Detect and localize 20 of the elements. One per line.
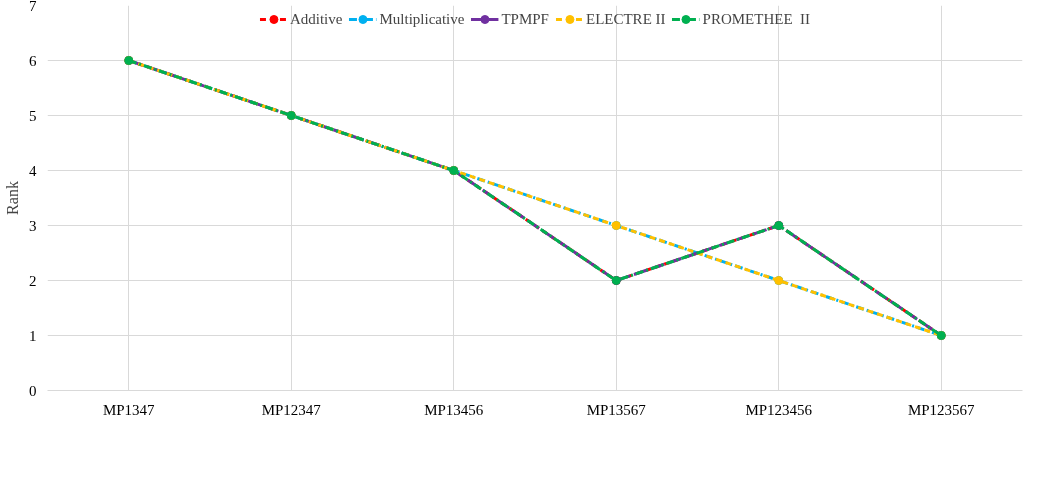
x-tick-label: MP13567 bbox=[586, 401, 647, 418]
x-tick-label: MP13456 bbox=[424, 401, 484, 418]
y-tick-label: 7 bbox=[29, 0, 37, 14]
y-tick-label: 0 bbox=[29, 382, 37, 399]
legend-label: ELECTRE II bbox=[585, 10, 666, 28]
legend-label: Additive bbox=[289, 10, 343, 28]
x-tick-label: MP123567 bbox=[907, 401, 976, 418]
y-tick-label: 5 bbox=[29, 107, 37, 124]
legend-label: PROMETHEE II bbox=[702, 10, 811, 28]
y-axis-title: Rank bbox=[4, 181, 21, 215]
y-tick-label: 4 bbox=[29, 162, 37, 179]
y-tick-label: 1 bbox=[29, 327, 37, 344]
x-tick-label: MP1347 bbox=[102, 401, 156, 418]
y-tick-label: 2 bbox=[29, 272, 37, 289]
x-tick-label: MP12347 bbox=[261, 401, 322, 418]
legend-label: TPMPF bbox=[501, 10, 549, 28]
legend-label: Multiplicative bbox=[379, 10, 465, 28]
y-tick-label: 3 bbox=[29, 217, 37, 234]
x-tick-label: MP123456 bbox=[745, 401, 813, 418]
y-tick-label: 6 bbox=[29, 52, 37, 69]
